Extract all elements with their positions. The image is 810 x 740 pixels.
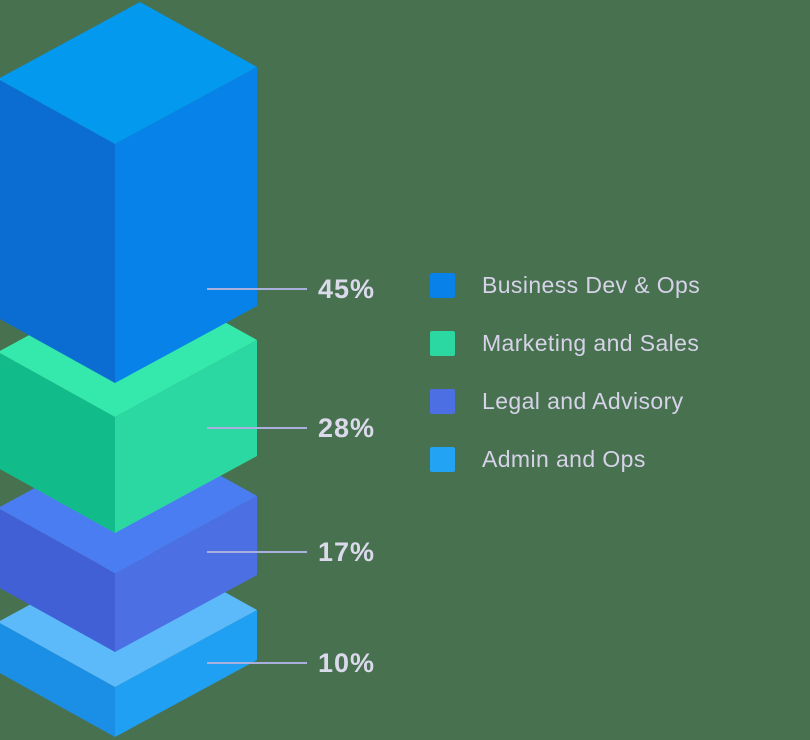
legend-swatch-business-dev [430, 273, 455, 298]
legend: Business Dev & Ops Marketing and Sales L… [430, 272, 701, 472]
legend-label-legal-advisory: Legal and Advisory [482, 388, 684, 414]
legend-item-business-dev: Business Dev & Ops [430, 272, 701, 298]
block-1-right-face [115, 340, 257, 533]
block-0-left-face [0, 80, 115, 383]
legend-label-marketing-sales: Marketing and Sales [482, 330, 700, 356]
block-1-left-face [0, 353, 115, 533]
block-2-left-face [0, 509, 115, 652]
legend-label-business-dev: Business Dev & Ops [482, 272, 701, 298]
value-label-admin-ops: 10% [318, 648, 376, 678]
legend-item-legal-advisory: Legal and Advisory [430, 388, 700, 414]
legend-swatch-marketing-sales [430, 331, 455, 356]
block-3-left-face [0, 623, 115, 737]
value-label-marketing-sales: 28% [318, 413, 376, 443]
value-label-legal-advisory: 17% [318, 537, 376, 567]
legend-label-admin-ops: Admin and Ops [482, 446, 646, 472]
legend-swatch-legal-advisory [430, 389, 455, 414]
block-0-right-face [115, 67, 257, 383]
block-2-right-face [115, 496, 257, 652]
legend-item-marketing-sales: Marketing and Sales [430, 330, 700, 356]
value-label-business-dev: 45% [318, 274, 376, 304]
legend-item-admin-ops: Admin and Ops [430, 446, 700, 472]
block-0-top-face [0, 2, 257, 144]
block-3-right-face [115, 610, 257, 737]
legend-swatch-admin-ops [430, 447, 455, 472]
